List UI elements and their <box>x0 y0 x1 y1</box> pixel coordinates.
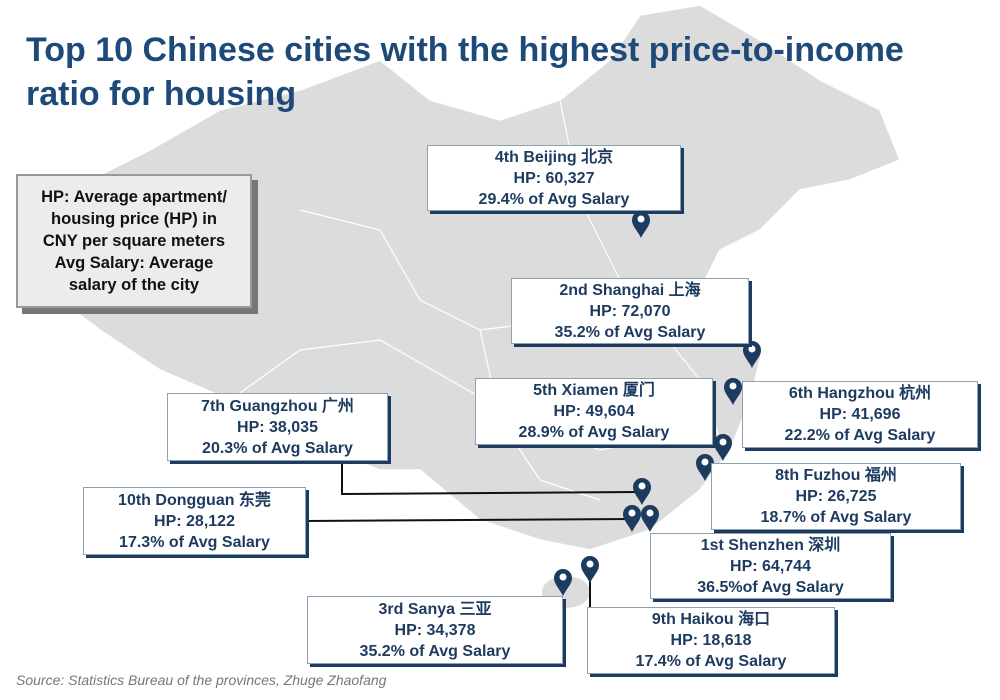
map-marker-icon-guangzhou <box>633 478 651 505</box>
map-marker-icon-xiamen <box>724 378 742 405</box>
map-marker-dot <box>748 345 756 353</box>
city-box-hangzhou: 6th Hangzhou 杭州 HP: 41,696 22.2% of Avg Sa… <box>742 381 978 448</box>
map-marker-dot <box>628 509 636 517</box>
map-marker-dot <box>719 438 727 446</box>
city-ratio: 36.5%of Avg Salary <box>697 578 844 596</box>
city-rank-name: 9th Haikou 海口 <box>651 611 771 628</box>
city-ratio: 17.3% of Avg Salary <box>119 533 270 551</box>
map-marker-icon-fuzhou <box>714 434 732 461</box>
city-rank-name: 6th Hangzhou 杭州 <box>788 385 932 402</box>
city-hp: HP: 28,122 <box>154 512 235 530</box>
map-marker-icon-haikou <box>581 556 599 583</box>
map-marker-dot <box>638 482 646 490</box>
city-ratio: 22.2% of Avg Salary <box>784 427 936 444</box>
city-box-guangzhou: 7th Guangzhou 广州 HP: 38,035 20.3% of Avg S… <box>167 393 388 461</box>
city-hp: HP: 26,725 <box>795 488 877 505</box>
map-marker-icon-sanya <box>554 569 572 596</box>
city-box-haikou: 9th Haikou 海口 HP: 18,618 17.4% of Avg Sala… <box>587 607 835 674</box>
city-box-xiamen: 5th Xiamen 厦门 HP: 49,604 28.9% of Avg Sala… <box>475 378 713 445</box>
city-rank-name: 1st Shenzhen 深圳 <box>700 536 841 554</box>
legend-line: salary of the city <box>68 276 200 294</box>
map-marker-dot <box>637 215 645 223</box>
map-marker-dot <box>729 382 737 390</box>
source-note: Source: Statistics Bureau of the provinc… <box>16 672 387 688</box>
city-hp: HP: 72,070 <box>589 302 671 320</box>
city-hp: HP: 49,604 <box>553 403 635 420</box>
city-rank-name: 10th Dongguan 东莞 <box>118 491 271 509</box>
city-ratio: 29.4% of Avg Salary <box>478 190 630 208</box>
legend-line: CNY per square meters <box>42 232 226 250</box>
legend-line: housing price (HP) in <box>51 210 217 228</box>
city-hp: HP: 18,618 <box>670 632 752 649</box>
map-marker-icon-dongguan <box>623 505 641 532</box>
city-rank-name: 5th Xiamen 厦门 <box>533 382 655 399</box>
city-rank-name: 7th Guangzhou 广州 <box>201 397 354 415</box>
city-hp: HP: 34,378 <box>394 621 476 639</box>
city-rank-name: 3rd Sanya 三亚 <box>378 600 492 618</box>
city-rank-name: 4th Beijing 北京 <box>494 148 614 166</box>
city-ratio: 35.2% of Avg Salary <box>554 323 706 341</box>
city-box-shanghai: 2nd Shanghai 上海 HP: 72,070 35.2% of Avg Sa… <box>511 278 749 344</box>
city-hp: HP: 64,744 <box>730 557 811 575</box>
city-ratio: 28.9% of Avg Salary <box>518 424 670 441</box>
city-hp: HP: 38,035 <box>237 418 318 436</box>
city-rank-name: 2nd Shanghai 上海 <box>559 281 701 299</box>
city-box-sanya: 3rd Sanya 三亚 HP: 34,378 35.2% of Avg Salar… <box>307 596 563 664</box>
page-title: Top 10 Chinese cities with the highest p… <box>26 31 904 113</box>
city-hp: HP: 60,327 <box>513 169 595 187</box>
city-box-fuzhou: 8th Fuzhou 福州 HP: 26,725 18.7% of Avg Sala… <box>711 463 961 530</box>
city-hp: HP: 41,696 <box>819 406 901 423</box>
map-marker-dot <box>586 560 594 568</box>
city-ratio: 18.7% of Avg Salary <box>760 509 912 526</box>
city-ratio: 35.2% of Avg Salary <box>359 642 511 660</box>
map-marker-icon-shanghai <box>743 341 761 368</box>
map-marker-icon-hangzhou <box>696 454 714 481</box>
map-marker-dot <box>646 509 654 517</box>
city-ratio: 20.3% of Avg Salary <box>202 439 353 457</box>
city-rank-name: 8th Fuzhou 福州 <box>775 467 897 484</box>
map-marker-dot <box>559 573 567 581</box>
legend-line: Avg Salary: Average <box>54 254 214 272</box>
legend-box: HP: Average apartment/ housing price (HP… <box>16 174 252 308</box>
city-box-shenzhen: 1st Shenzhen 深圳 HP: 64,744 36.5%of Avg Sal… <box>650 533 891 599</box>
map-marker-icon-beijing <box>632 211 650 238</box>
legend-line: HP: Average apartment/ <box>41 188 227 206</box>
map-marker-dot <box>701 458 709 466</box>
city-box-dongguan: 10th Dongguan 东莞 HP: 28,122 17.3% of Avg S… <box>83 487 306 555</box>
city-box-beijing: 4th Beijing 北京 HP: 60,327 29.4% of Avg Sal… <box>427 145 681 211</box>
city-ratio: 17.4% of Avg Salary <box>635 653 787 670</box>
map-marker-icon-shenzhen <box>641 505 659 532</box>
